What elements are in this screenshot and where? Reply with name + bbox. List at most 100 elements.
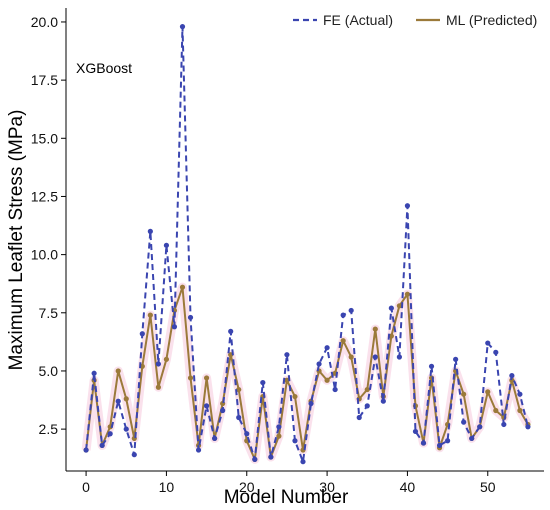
point-fe-actual [485,340,491,346]
point-fe-actual [509,373,515,379]
point-fe-actual [147,228,153,234]
y-tick-label: 12.5 [31,188,58,204]
point-fe-actual [187,314,194,321]
point-fe-actual [99,442,105,449]
point-fe-actual [380,398,386,404]
point-ml-predicted [179,284,186,290]
point-fe-actual [412,428,419,435]
point-ml-predicted [324,377,330,383]
model-annotation: XGBoost [76,60,132,76]
point-fe-actual [115,398,121,404]
point-fe-actual [83,447,89,453]
axes [65,8,544,472]
point-ml-predicted [404,291,411,297]
point-ml-predicted [348,354,354,360]
point-fe-actual [220,407,226,414]
point-ml-predicted [115,368,121,374]
point-fe-actual [469,435,475,442]
y-tick-label: 17.5 [31,72,58,88]
y-tick-label: 20.0 [31,14,58,30]
point-fe-actual [372,354,378,360]
x-tick-label: 20 [239,479,255,495]
y-tick-label: 2.5 [39,421,59,437]
legend-fe-label: FE (Actual) [323,12,393,28]
point-fe-actual [364,403,370,409]
point-ml-predicted [147,312,153,318]
point-fe-actual [228,328,234,334]
point-fe-actual [260,379,266,386]
point-ml-predicted [493,407,499,414]
y-tick-label: 15.0 [31,130,58,146]
point-fe-actual [163,242,170,248]
y-tick-label: 10.0 [31,247,58,263]
point-ml-predicted [236,386,242,393]
point-fe-actual [428,363,435,369]
point-fe-actual [420,440,427,446]
point-fe-actual [332,386,338,393]
point-fe-actual [340,312,346,318]
point-fe-actual [276,424,282,430]
point-fe-actual [436,442,443,449]
legend-ml-label: ML (Predicted) [446,12,537,28]
x-tick-label: 40 [400,479,416,495]
point-fe-actual [316,361,322,367]
x-tick-label: 30 [319,479,335,495]
legend: FE (Actual) ML (Predicted) [293,12,537,28]
point-fe-actual [292,438,298,444]
series-layer [83,24,531,465]
point-ml-predicted [396,303,402,309]
point-fe-actual [461,419,467,425]
point-fe-actual [388,305,394,311]
point-ml-predicted [517,407,523,414]
point-fe-actual [453,356,459,362]
point-fe-actual [477,424,483,430]
point-fe-actual [493,349,499,355]
point-fe-actual [236,414,242,421]
point-fe-actual [203,403,210,409]
point-ml-predicted [485,389,491,395]
point-fe-actual [268,454,274,460]
point-ml-predicted [340,338,346,344]
point-fe-actual [396,354,402,360]
x-ticks: 0 10 20 30 40 50 [82,471,496,495]
point-ml-predicted [461,391,467,397]
x-tick-label: 10 [159,479,175,495]
prediction-glow-layer [81,282,532,464]
y-ticks: 2.5 5.0 7.5 10.0 12.5 15.0 17.5 20.0 [31,14,66,437]
point-ml-predicted [155,384,161,390]
point-fe-actual [107,431,113,437]
point-fe-actual [131,452,137,458]
point-fe-actual [356,414,362,421]
point-ml-predicted [276,433,282,439]
point-fe-actual [324,345,330,351]
x-tick-label: 50 [480,479,496,495]
point-fe-actual [300,459,306,465]
x-tick-label: 0 [82,479,90,495]
point-fe-actual [445,438,451,444]
point-fe-actual [308,400,314,407]
point-ml-predicted [123,396,129,402]
point-fe-actual [179,24,186,30]
point-ml-predicted [203,375,210,381]
point-fe-actual [91,370,97,376]
point-fe-actual [525,424,531,430]
point-fe-actual [517,391,523,397]
point-fe-actual [171,324,178,330]
point-fe-actual [195,447,202,453]
y-tick-label: 7.5 [39,305,59,321]
point-fe-actual [348,307,354,314]
point-ml-predicted [163,356,170,362]
point-ml-predicted [187,375,194,381]
point-fe-actual [139,331,145,337]
point-ml-predicted [364,386,370,393]
prediction-glow [81,282,532,464]
x-axis-title: Model Number [224,487,349,508]
point-fe-actual [404,203,411,209]
point-fe-actual [244,431,250,437]
point-fe-actual [155,361,161,367]
point-fe-actual [252,456,258,462]
y-axis-title: Maximum Leaflet Stress (MPa) [6,110,27,371]
point-fe-actual [284,352,290,358]
point-ml-predicted [292,393,298,400]
